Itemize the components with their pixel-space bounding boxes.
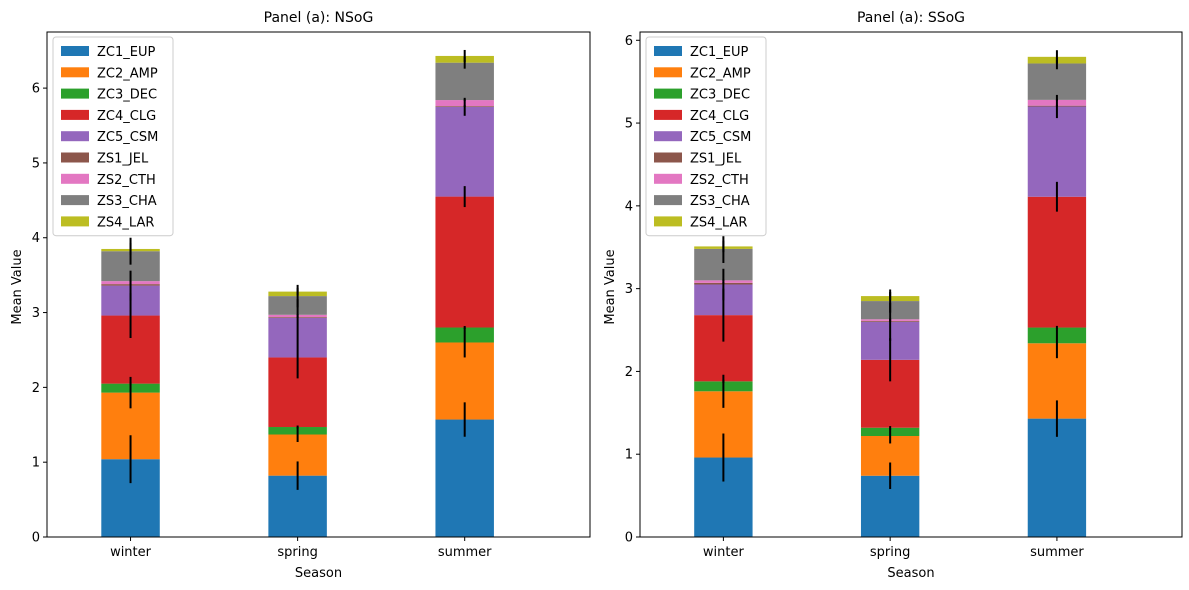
legend-swatch (654, 152, 682, 163)
panel-ssog-errorbars (722, 50, 1058, 489)
legend-label: ZS2_CTH (690, 173, 749, 188)
legend-swatch (61, 152, 89, 163)
legend-label: ZC1_EUP (97, 45, 155, 60)
panel-nsog-title: Panel (a): NSoG (264, 10, 374, 26)
legend-label: ZS4_LAR (690, 215, 747, 230)
legend-label: ZC5_CSM (97, 130, 158, 145)
bar-segment (435, 196, 494, 328)
x-tick-label: winter (110, 545, 152, 560)
y-tick-label: 6 (32, 82, 40, 97)
legend-label: ZC5_CSM (690, 130, 751, 145)
legend-label: ZS1_JEL (97, 152, 149, 167)
x-tick-label: summer (438, 545, 492, 560)
panel-nsog-xlabel: Season (295, 566, 342, 581)
legend-swatch (654, 88, 682, 99)
y-tick-label: 4 (625, 199, 633, 214)
legend-label: ZS3_CHA (97, 194, 157, 209)
legend-box (52, 36, 174, 237)
x-tick-label: summer (1030, 545, 1084, 560)
bar-segment (1027, 106, 1087, 197)
y-tick-label: 1 (32, 456, 40, 471)
legend-swatch (61, 109, 89, 120)
panel-nsog-legend: ZC1_EUP ZC2_AMP ZC3_DEC ZC4_CLG ZC5_CSM ZS1_J… (52, 36, 174, 237)
bar-segment (435, 62, 494, 101)
legend-swatch (61, 195, 89, 206)
y-tick-label: 6 (625, 34, 633, 49)
x-tick-label: winter (703, 545, 745, 560)
y-tick-label: 2 (625, 365, 633, 380)
y-tick-label: 4 (32, 231, 40, 246)
panel-ssog-title: Panel (a): SSoG (857, 10, 965, 26)
bar-segment (1027, 196, 1087, 328)
legend-label: ZS1_JEL (690, 152, 742, 167)
panel-ssog-legend: ZC1_EUP ZC2_AMP ZC3_DEC ZC4_CLG ZC5_CSM ZS1_J… (645, 36, 767, 237)
legend-label: ZC4_CLG (97, 109, 156, 124)
bar-segment (435, 106, 494, 197)
legend-swatch (654, 109, 682, 120)
x-tick-label: spring (870, 545, 910, 560)
legend-label: ZC1_EUP (690, 45, 748, 60)
bar-segment (1027, 418, 1087, 537)
legend-swatch (61, 46, 89, 56)
panel-ssog: Panel (a): SSoG Season Mean Value 0 1 2 3 4 5… (603, 10, 1183, 581)
y-tick-label: 0 (32, 531, 40, 546)
legend-swatch (61, 131, 89, 142)
y-tick-label: 3 (625, 282, 633, 297)
y-tick-label: 2 (32, 381, 40, 396)
x-tick-label: spring (277, 545, 317, 560)
y-tick-label: 0 (625, 531, 633, 546)
y-tick-label: 5 (625, 117, 633, 132)
legend-swatch (654, 67, 682, 78)
panel-ssog-xlabel: Season (887, 566, 934, 581)
legend-label: ZS4_LAR (97, 215, 154, 230)
panel-nsog-ylabel: Mean Value (10, 249, 25, 324)
legend-swatch (654, 131, 682, 142)
panel-ssog-ylabel: Mean Value (603, 249, 618, 324)
legend-label: ZC2_AMP (97, 66, 158, 81)
legend-label: ZC3_DEC (690, 88, 750, 103)
legend-label: ZC4_CLG (690, 109, 749, 124)
legend-swatch (61, 173, 89, 184)
legend-label: ZC2_AMP (690, 66, 751, 81)
panel-nsog-errorbars (129, 49, 466, 490)
legend-swatch (654, 195, 682, 206)
legend-swatch (654, 46, 682, 56)
bar-segment (1027, 63, 1087, 100)
panel-ssog-axes-frame (639, 31, 1183, 538)
panel-nsog-axes-frame (46, 31, 591, 538)
legend-swatch (654, 216, 682, 227)
y-tick-label: 1 (625, 448, 633, 463)
legend-swatch (654, 173, 682, 184)
y-tick-label: 5 (32, 156, 40, 171)
legend-label: ZC3_DEC (97, 88, 157, 103)
bar-segment (435, 419, 494, 537)
legend-box (645, 36, 767, 237)
y-tick-label: 3 (32, 306, 40, 321)
legend-label: ZS2_CTH (97, 173, 156, 188)
legend-swatch (61, 216, 89, 227)
panel-ssog-bars (694, 56, 1087, 537)
legend-label: ZS3_CHA (690, 194, 750, 209)
panel-nsog: Panel (a): NSoG Season Mean Value 0 1 2 3 4 5… (10, 10, 591, 581)
legend-swatch (61, 67, 89, 78)
legend-swatch (61, 88, 89, 99)
